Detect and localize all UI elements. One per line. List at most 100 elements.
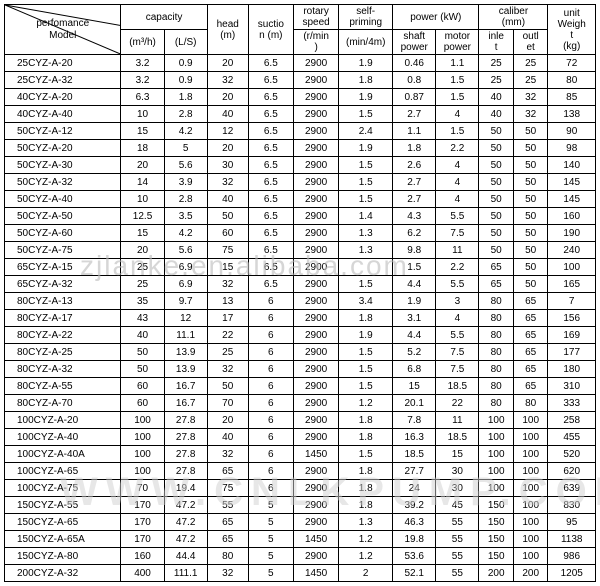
- cell-value: 2.6: [393, 157, 436, 174]
- cell-value: 4.3: [393, 208, 436, 225]
- table-row: 80CYZ-A-325013.932629001.56.87.58065180: [5, 361, 596, 378]
- cell-value: 2900: [293, 276, 338, 293]
- cell-value: 2900: [293, 361, 338, 378]
- cell-value: 4: [436, 106, 479, 123]
- header-inlet: inlet: [479, 30, 514, 55]
- cell-value: 55: [436, 548, 479, 565]
- cell-value: 1.5: [339, 446, 393, 463]
- cell-value: 6.5: [248, 208, 293, 225]
- cell-value: 2900: [293, 463, 338, 480]
- cell-model: 80CYZ-A-13: [5, 293, 121, 310]
- cell-value: 150: [479, 514, 514, 531]
- cell-value: 25: [513, 55, 548, 72]
- cell-value: 50: [479, 191, 514, 208]
- cell-value: 6: [248, 412, 293, 429]
- cell-value: 3.9: [164, 174, 207, 191]
- cell-value: 50: [479, 242, 514, 259]
- cell-value: 5: [248, 514, 293, 531]
- cell-value: 5: [248, 565, 293, 582]
- cell-value: 46.3: [393, 514, 436, 531]
- cell-value: 0.9: [164, 55, 207, 72]
- cell-value: 80: [479, 361, 514, 378]
- table-row: 80CYZ-A-255013.925629001.55.27.58065177: [5, 344, 596, 361]
- header-capacity: capacity: [121, 5, 207, 30]
- table-row: 25CYZ-A-203.20.9206.529001.90.461.125257…: [5, 55, 596, 72]
- cell-value: 2900: [293, 327, 338, 344]
- cell-value: 2900: [293, 174, 338, 191]
- cell-value: 145: [548, 191, 596, 208]
- table-row: 150CYZ-A-8016044.480529001.253.655150100…: [5, 548, 596, 565]
- cell-value: 32: [207, 446, 248, 463]
- header-head: head(m): [207, 5, 248, 55]
- cell-value: 50: [513, 191, 548, 208]
- cell-value: 10: [121, 106, 164, 123]
- cell-value: 1.8: [339, 72, 393, 89]
- cell-value: 75: [207, 480, 248, 497]
- cell-value: 160: [548, 208, 596, 225]
- cell-value: 6.8: [393, 361, 436, 378]
- cell-value: 1.5: [339, 174, 393, 191]
- cell-value: 3.5: [164, 208, 207, 225]
- cell-value: 2900: [293, 123, 338, 140]
- cell-value: 7.5: [436, 361, 479, 378]
- cell-value: 18.5: [393, 446, 436, 463]
- table-row: 50CYZ-A-60154.2606.529001.36.27.55050190: [5, 225, 596, 242]
- cell-value: 35: [121, 293, 164, 310]
- cell-value: 27.7: [393, 463, 436, 480]
- cell-value: 15: [393, 378, 436, 395]
- cell-value: 5: [164, 140, 207, 157]
- cell-value: 7.5: [436, 344, 479, 361]
- cell-value: 50: [121, 344, 164, 361]
- cell-value: 65: [513, 344, 548, 361]
- cell-value: 1.4: [339, 208, 393, 225]
- cell-value: 50: [513, 225, 548, 242]
- cell-value: 6.5: [248, 191, 293, 208]
- table-row: 50CYZ-A-40102.8406.529001.52.745050145: [5, 191, 596, 208]
- cell-value: 20: [121, 242, 164, 259]
- cell-value: 6.5: [248, 140, 293, 157]
- cell-model: 50CYZ-A-30: [5, 157, 121, 174]
- cell-value: 100: [479, 480, 514, 497]
- cell-value: 1.8: [339, 412, 393, 429]
- table-row: 100CYZ-A-757019.475629001.82430100100639: [5, 480, 596, 497]
- cell-value: 17: [207, 310, 248, 327]
- cell-value: 1.3: [339, 514, 393, 531]
- table-row: 80CYZ-A-224011.122629001.94.45.58065169: [5, 327, 596, 344]
- cell-value: 1.1: [436, 55, 479, 72]
- cell-model: 80CYZ-A-70: [5, 395, 121, 412]
- cell-value: 520: [548, 446, 596, 463]
- cell-value: 1.9: [393, 293, 436, 310]
- cell-value: 2.7: [393, 106, 436, 123]
- cell-value: 1.5: [339, 106, 393, 123]
- cell-model: 150CYZ-A-65: [5, 514, 121, 531]
- cell-value: 3.2: [121, 55, 164, 72]
- table-row: 50CYZ-A-75205.6756.529001.39.8115050240: [5, 242, 596, 259]
- cell-value: 100: [121, 412, 164, 429]
- cell-value: 5.5: [436, 208, 479, 225]
- cell-value: 160: [121, 548, 164, 565]
- cell-value: 25: [121, 259, 164, 276]
- cell-value: 50: [513, 174, 548, 191]
- cell-value: 65: [207, 514, 248, 531]
- header-cap-m3h: (m³/h): [121, 30, 164, 55]
- cell-value: 80: [479, 310, 514, 327]
- cell-value: 2.4: [339, 123, 393, 140]
- cell-model: 40CYZ-A-20: [5, 89, 121, 106]
- cell-value: 12: [207, 123, 248, 140]
- cell-value: 2900: [293, 412, 338, 429]
- cell-value: 50: [513, 140, 548, 157]
- cell-value: 50: [479, 140, 514, 157]
- cell-value: 1.9: [339, 327, 393, 344]
- cell-value: 100: [548, 259, 596, 276]
- cell-value: 100: [513, 463, 548, 480]
- cell-value: 5: [248, 548, 293, 565]
- cell-value: 111.1: [164, 565, 207, 582]
- cell-value: 2.8: [164, 191, 207, 208]
- cell-value: 6.5: [248, 157, 293, 174]
- cell-value: 1.9: [339, 55, 393, 72]
- cell-value: 40: [121, 327, 164, 344]
- cell-value: 6: [248, 378, 293, 395]
- cell-value: 50: [513, 157, 548, 174]
- cell-value: 32: [207, 565, 248, 582]
- cell-value: 100: [479, 412, 514, 429]
